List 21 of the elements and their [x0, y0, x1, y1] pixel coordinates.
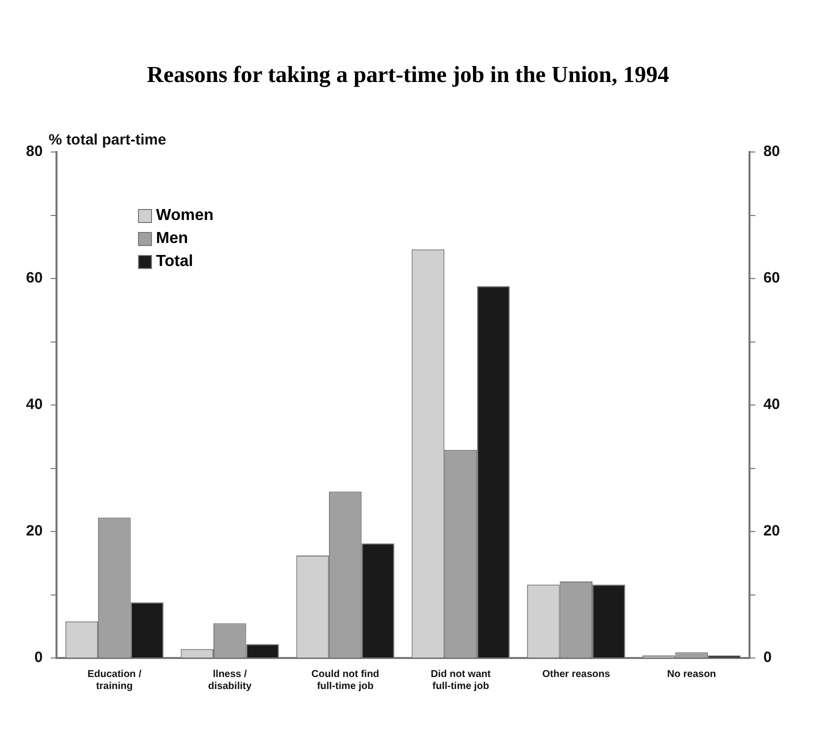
y2-tick-label: 80 [763, 143, 780, 160]
y-tick-label: 20 [26, 522, 43, 540]
y-tick-label: 0 [34, 649, 43, 666]
chart-title: Reasons for taking a part-time job in the Union, 1994 [146, 61, 670, 90]
y2-tick-label: 0 [763, 649, 772, 666]
y2-tick-label: 20 [763, 522, 780, 540]
x-tick-label: Other reasons [542, 668, 610, 680]
legend-label: Women [156, 207, 214, 225]
y-axis-title: % total part-time [48, 132, 166, 149]
x-tick-label: No reason [667, 668, 716, 680]
y-tick-label: 40 [26, 396, 43, 414]
y2-tick-label: 60 [763, 270, 780, 287]
y-tick-label: 60 [26, 270, 43, 287]
legend-label: Total [156, 253, 194, 271]
x-tick-label: Did not want full-time job [430, 668, 492, 692]
x-tick-label: llness / disability [208, 668, 252, 692]
legend-label: Men [156, 230, 188, 248]
x-tick-label: Could not find full-time job [311, 668, 380, 692]
x-tick-label: Education / training [87, 668, 142, 692]
y-tick-label: 80 [26, 143, 43, 160]
y2-tick-label: 40 [763, 396, 780, 414]
